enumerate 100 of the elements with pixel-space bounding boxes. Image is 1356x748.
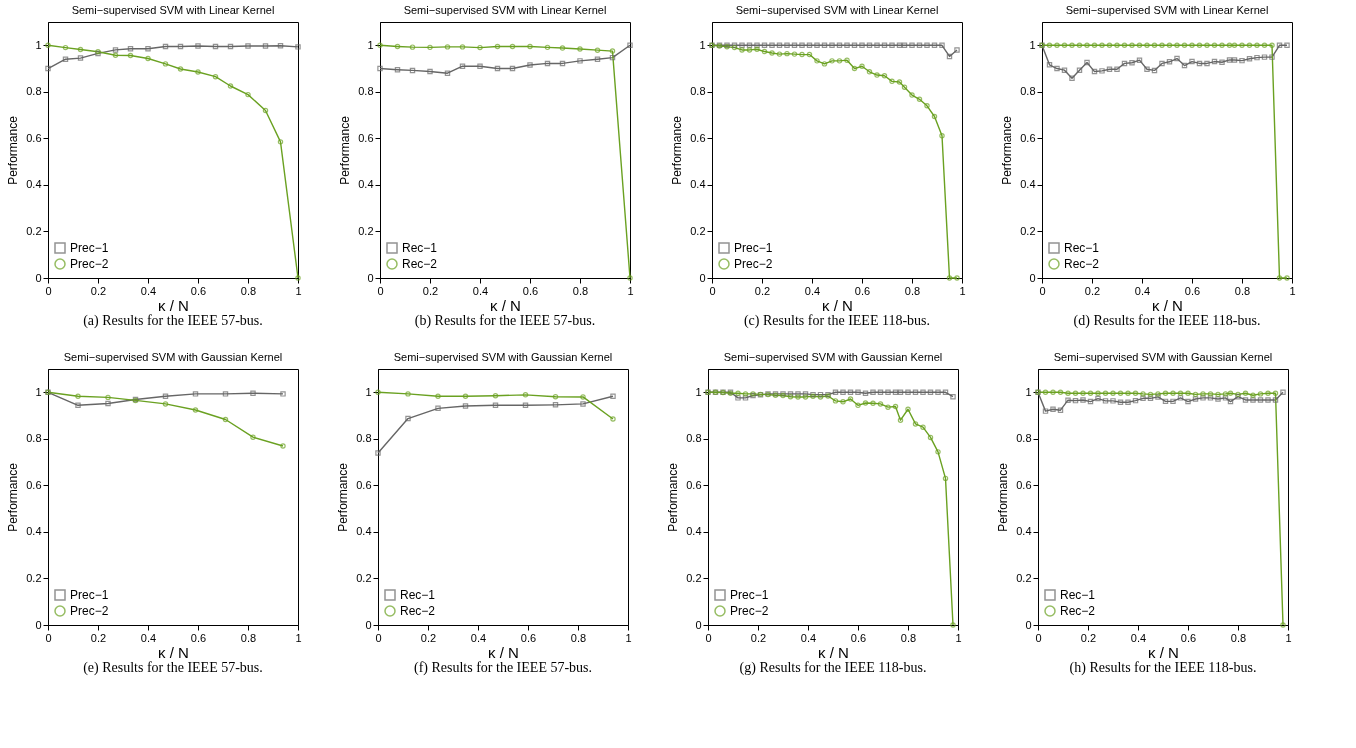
point (1080, 390, 1086, 396)
point (901, 84, 908, 90)
x-tick-label: 0.4 (140, 284, 157, 297)
point (394, 43, 401, 50)
point (1129, 42, 1135, 48)
x-axis-title: κ / N (822, 296, 853, 314)
text: (h) Results for the IEEE 118-bus. (1069, 660, 1257, 676)
point (829, 58, 835, 64)
point (459, 44, 466, 50)
point (1080, 397, 1086, 403)
line-series (1035, 389, 1286, 414)
x-tick-label: 0 (375, 631, 382, 644)
point (735, 395, 741, 401)
point (262, 43, 269, 49)
point (942, 475, 949, 482)
point (277, 43, 284, 49)
point (552, 402, 559, 408)
point (245, 91, 251, 98)
point (862, 400, 869, 406)
chart-title: Semi−supervised SVM with Gaussian Kernel (63, 351, 283, 363)
y-axis-title: Performance (1000, 115, 1015, 185)
point (1087, 390, 1094, 396)
text: (d) Results for the IEEE 118-bus. (1073, 313, 1261, 329)
chart-title: Semi−supervised SVM with Gaussian Kernel (723, 351, 943, 363)
y-tick-label: 0.2 (26, 571, 42, 584)
y-tick-label: 1 (699, 38, 706, 51)
x-tick-label: 0 (377, 284, 384, 297)
y-tick-label: 0.8 (26, 85, 42, 98)
point (627, 42, 633, 48)
point (1046, 62, 1053, 68)
point (1246, 42, 1253, 48)
point (784, 50, 790, 57)
point (75, 402, 81, 409)
y-tick-label: 0.8 (358, 85, 374, 98)
x-tick-label: 0.8 (904, 284, 921, 297)
y-tick-label: 0.2 (1016, 571, 1032, 584)
x-tick-label: 0.8 (572, 284, 589, 297)
point (580, 401, 586, 407)
point (1215, 391, 1221, 398)
point (277, 139, 284, 145)
point (1065, 390, 1071, 396)
x-tick-label: 0.6 (1184, 284, 1201, 297)
y-tick-label: 0.2 (356, 571, 372, 584)
point (105, 400, 111, 407)
point (1144, 42, 1150, 48)
point (1095, 395, 1101, 402)
y-tick-label: 0.2 (686, 571, 702, 584)
y-tick-label: 0.4 (686, 525, 702, 538)
x-tick-label: 0 (45, 631, 52, 644)
point (1174, 55, 1180, 62)
point (754, 42, 760, 48)
x-tick-label: 0.8 (240, 284, 257, 297)
y-tick-label: 0.8 (1016, 432, 1032, 445)
x-tick-label: 0.4 (140, 631, 157, 644)
legend-label: Rec−2 (400, 604, 436, 618)
y-tick-label: 0.6 (686, 478, 702, 491)
point (1069, 75, 1075, 82)
point (791, 51, 798, 57)
point (821, 61, 828, 67)
y-tick-label: 0.4 (1016, 525, 1032, 538)
legend-label: Prec−2 (730, 604, 769, 618)
x-axis-title: κ / N (1152, 296, 1183, 314)
legend-label: Rec−2 (1064, 257, 1100, 271)
point (1276, 275, 1283, 281)
x-tick-label: 1 (625, 631, 632, 644)
legend-label: Prec−1 (70, 588, 109, 602)
point (1254, 42, 1260, 48)
point (851, 65, 858, 72)
point (127, 46, 134, 52)
y-axis-title: Performance (6, 115, 21, 185)
point (1261, 42, 1268, 48)
x-tick-label: 0.4 (800, 631, 817, 644)
point (477, 63, 483, 69)
point (435, 393, 441, 399)
point (1185, 390, 1191, 396)
point (1196, 42, 1203, 48)
point (177, 66, 184, 72)
point (814, 42, 820, 48)
text: (c) Results for the IEEE 118-bus. (743, 313, 931, 329)
point (954, 47, 960, 53)
point (250, 390, 256, 396)
point (1147, 391, 1154, 398)
point (1054, 42, 1060, 48)
point (1192, 391, 1199, 398)
point (1170, 398, 1176, 405)
x-tick-label: 0.4 (470, 631, 487, 644)
point (1159, 42, 1165, 48)
point (192, 407, 199, 413)
point (1166, 59, 1173, 65)
point (62, 56, 69, 62)
y-tick-label: 0.6 (26, 131, 42, 144)
point (1166, 42, 1173, 48)
chart-title: Semi−supervised SVM with Gaussian Kernel (1053, 351, 1273, 363)
point (935, 389, 941, 395)
point (870, 400, 876, 406)
point (1132, 390, 1139, 396)
point (1076, 67, 1083, 73)
point (375, 450, 381, 456)
point (776, 51, 783, 57)
x-tick-label: 0.2 (90, 284, 107, 297)
